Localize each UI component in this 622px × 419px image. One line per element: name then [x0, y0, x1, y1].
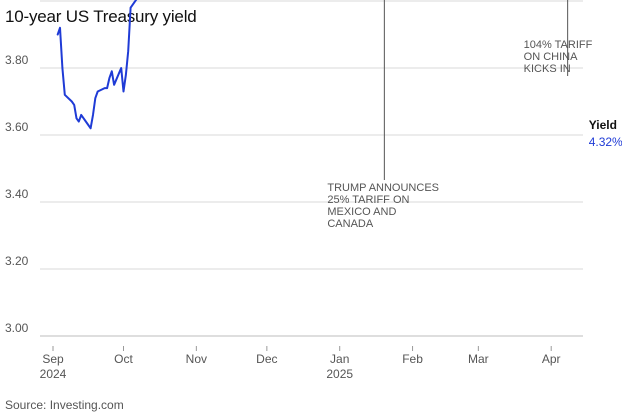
annotation-text-1-2: KICKS IN — [524, 63, 571, 75]
x-tick-sublabel-0: 2024 — [40, 367, 67, 381]
source-note: Source: Investing.com — [5, 398, 124, 412]
annotation-text-0-3: CANADA — [327, 218, 374, 230]
y-tick-label-7: 3.20 — [5, 254, 29, 268]
chart-title: 10-year US Treasury yield — [5, 7, 197, 26]
annotation-text-0-1: 25% TARIFF ON — [327, 194, 409, 206]
annotation-text-1-0: 104% TARIFF — [524, 39, 593, 51]
y-axis-tick-labels: 4.60%4.404.204.003.803.603.403.203.00 — [5, 53, 29, 335]
y-tick-label-4: 3.80 — [5, 53, 29, 67]
x-tick-label-2: Nov — [186, 352, 207, 366]
y-tick-label-5: 3.60 — [5, 120, 29, 134]
x-tick-label-4: Jan — [330, 352, 349, 366]
x-tick-label-7: Apr — [542, 352, 561, 366]
grid-lines — [40, 0, 583, 337]
series-end-value-0: 4.32% — [589, 135, 622, 149]
y-tick-label-8: 3.00 — [5, 321, 29, 335]
series-lines — [56, 0, 138, 130]
end-labels: Yield 4.32% — [589, 118, 622, 149]
annotation-text-0-2: MEXICO AND — [327, 206, 396, 218]
series-line-0 — [56, 0, 138, 130]
annotation-text-0-0: TRUMP ANNOUNCES — [327, 182, 439, 194]
series-name-label-0: Yield — [589, 118, 617, 132]
x-tick-label-5: Feb — [402, 352, 423, 366]
annotation-text-1-1: ON CHINA — [524, 51, 578, 63]
x-tick-label-3: Dec — [256, 352, 277, 366]
y-tick-label-6: 3.40 — [5, 187, 29, 201]
x-tick-label-6: Mar — [468, 352, 489, 366]
x-tick-sublabel-4: 2025 — [326, 367, 353, 381]
x-tick-label-1: Oct — [114, 352, 133, 366]
x-tick-label-0: Sep — [42, 352, 64, 366]
